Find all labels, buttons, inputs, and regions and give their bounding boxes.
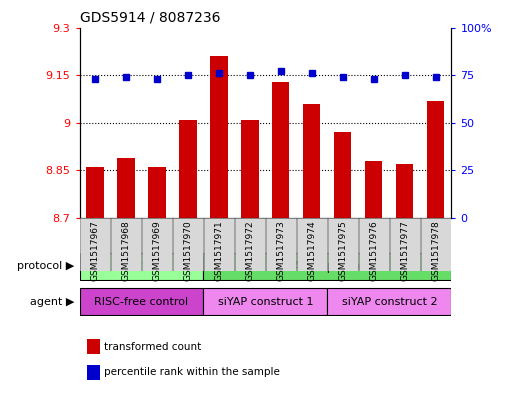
Text: GSM1517977: GSM1517977 bbox=[401, 220, 409, 281]
FancyBboxPatch shape bbox=[111, 218, 141, 271]
Text: transformed count: transformed count bbox=[104, 342, 201, 352]
Text: RISC-free control: RISC-free control bbox=[94, 297, 189, 307]
Text: siYAP construct 1: siYAP construct 1 bbox=[218, 297, 313, 307]
Text: control: control bbox=[121, 260, 162, 273]
FancyBboxPatch shape bbox=[81, 218, 110, 271]
FancyBboxPatch shape bbox=[80, 253, 204, 279]
FancyBboxPatch shape bbox=[235, 218, 265, 271]
Text: siYAP construct 2: siYAP construct 2 bbox=[342, 297, 437, 307]
Text: protocol ▶: protocol ▶ bbox=[17, 261, 74, 271]
Bar bbox=[334, 132, 351, 218]
Bar bbox=[365, 161, 383, 218]
Text: GSM1517969: GSM1517969 bbox=[152, 220, 162, 281]
FancyBboxPatch shape bbox=[297, 218, 327, 271]
FancyBboxPatch shape bbox=[142, 218, 172, 271]
Text: GSM1517973: GSM1517973 bbox=[277, 220, 285, 281]
Text: YAP depletion: YAP depletion bbox=[287, 260, 368, 273]
FancyBboxPatch shape bbox=[173, 218, 203, 271]
FancyBboxPatch shape bbox=[80, 288, 204, 315]
Text: GSM1517968: GSM1517968 bbox=[122, 220, 130, 281]
Text: GSM1517976: GSM1517976 bbox=[369, 220, 379, 281]
Text: GSM1517975: GSM1517975 bbox=[339, 220, 347, 281]
Bar bbox=[87, 339, 100, 354]
Bar bbox=[242, 119, 259, 218]
Bar bbox=[272, 81, 289, 218]
Text: GDS5914 / 8087236: GDS5914 / 8087236 bbox=[80, 11, 220, 25]
Text: agent ▶: agent ▶ bbox=[30, 297, 74, 307]
FancyBboxPatch shape bbox=[204, 253, 451, 279]
FancyBboxPatch shape bbox=[204, 288, 327, 315]
Text: percentile rank within the sample: percentile rank within the sample bbox=[104, 367, 280, 377]
Bar bbox=[87, 365, 100, 380]
Bar bbox=[87, 167, 104, 218]
Text: GSM1517972: GSM1517972 bbox=[246, 220, 254, 281]
Text: GSM1517974: GSM1517974 bbox=[307, 220, 317, 281]
FancyBboxPatch shape bbox=[204, 218, 234, 271]
FancyBboxPatch shape bbox=[359, 218, 389, 271]
Text: GSM1517971: GSM1517971 bbox=[214, 220, 224, 281]
FancyBboxPatch shape bbox=[390, 218, 420, 271]
Bar bbox=[397, 164, 413, 218]
Bar bbox=[117, 158, 134, 218]
Bar bbox=[148, 167, 166, 218]
Text: GSM1517970: GSM1517970 bbox=[184, 220, 192, 281]
FancyBboxPatch shape bbox=[266, 218, 295, 271]
Bar bbox=[427, 101, 444, 218]
Text: GSM1517967: GSM1517967 bbox=[90, 220, 100, 281]
Text: GSM1517978: GSM1517978 bbox=[431, 220, 441, 281]
FancyBboxPatch shape bbox=[421, 218, 450, 271]
Bar bbox=[180, 119, 196, 218]
FancyBboxPatch shape bbox=[328, 218, 358, 271]
FancyBboxPatch shape bbox=[327, 288, 451, 315]
Bar bbox=[304, 104, 321, 218]
Bar bbox=[210, 56, 227, 218]
